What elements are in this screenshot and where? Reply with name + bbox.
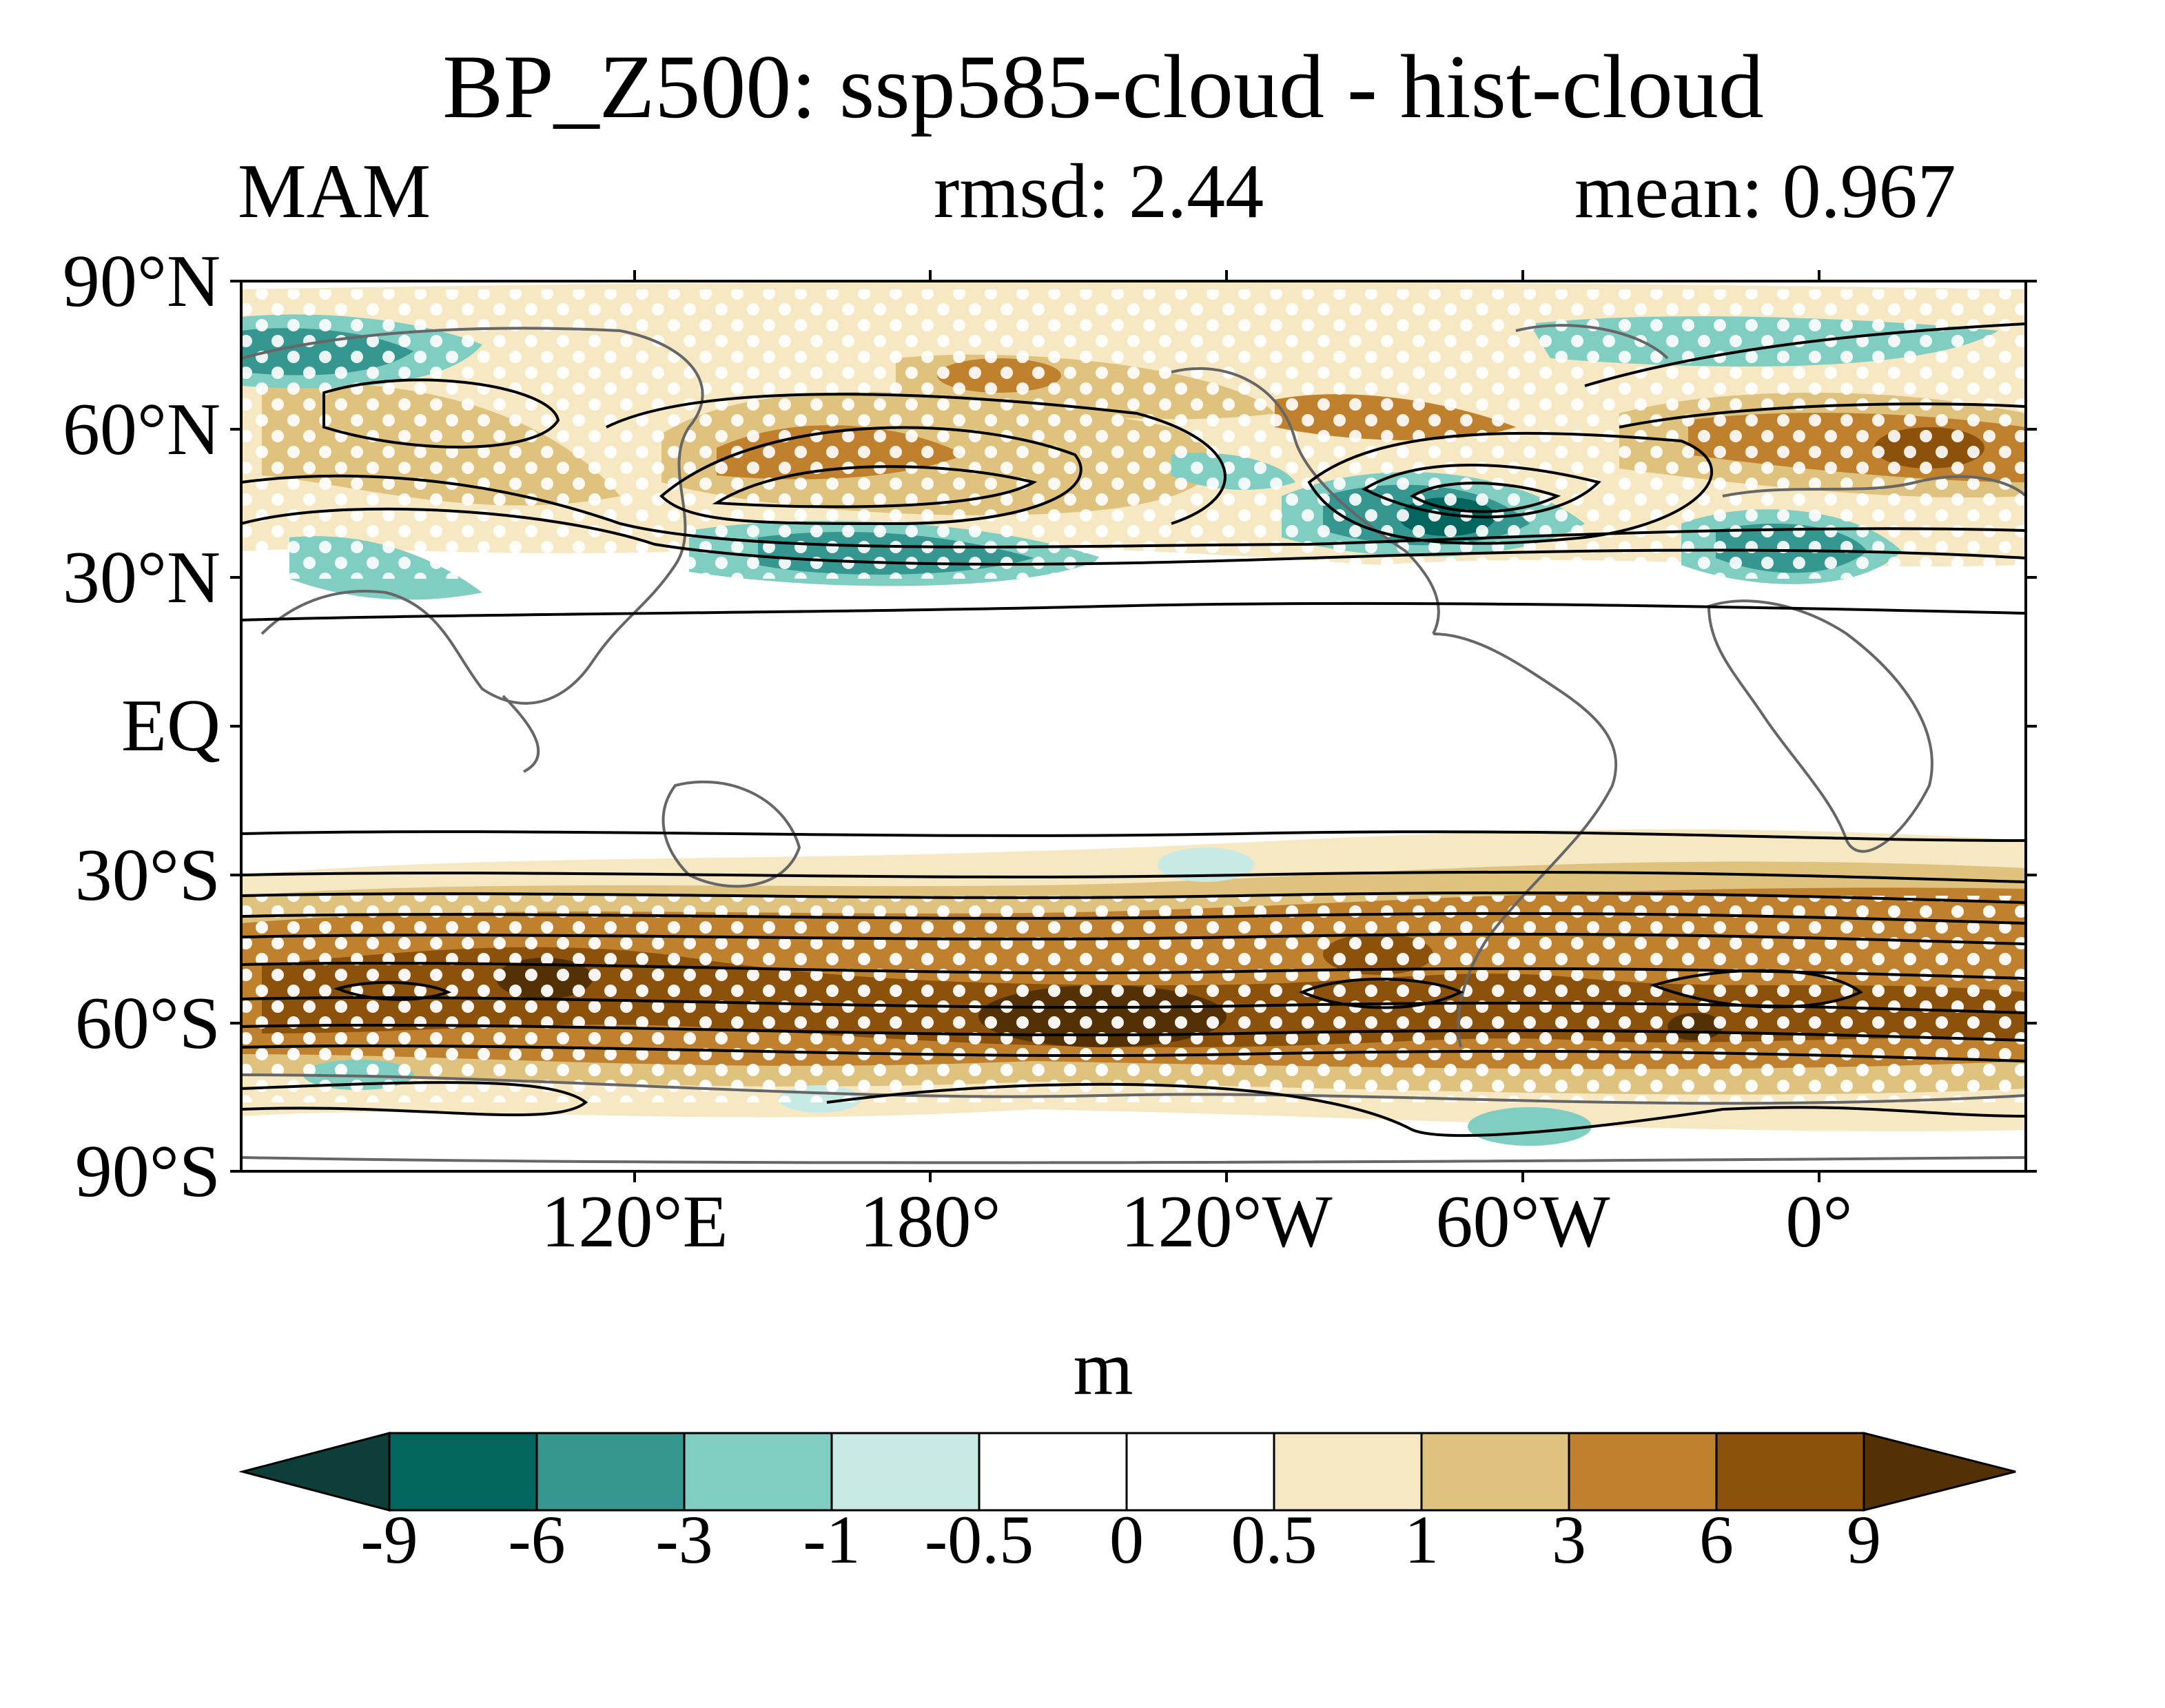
- lon-label-60w: 60°W: [1435, 1181, 1610, 1263]
- colorbar-box: [1125, 1432, 1275, 1512]
- colorbar-label: -9: [360, 1501, 418, 1578]
- colorbar-label: 0.5: [1231, 1501, 1317, 1578]
- colorbar-label: -0.5: [924, 1501, 1034, 1578]
- season-label: MAM: [238, 149, 431, 234]
- lon-label-180: 180°: [859, 1181, 1001, 1263]
- mean-label: mean: 0.967: [1574, 149, 1956, 234]
- rmsd-label: rmsd: 2.44: [934, 149, 1264, 234]
- colorbar-label: -1: [803, 1501, 861, 1578]
- colorbar-box: [1273, 1432, 1423, 1512]
- colorbar-label: -3: [655, 1501, 713, 1578]
- colorbar-box: [1715, 1432, 1865, 1512]
- lat-label-90s: 90°S: [74, 1131, 220, 1213]
- colorbar-label: 1: [1404, 1501, 1439, 1578]
- colorbar-label: 0: [1109, 1501, 1144, 1578]
- figure-title: BP_Z500: ssp585-cloud - hist-cloud: [442, 36, 1764, 137]
- colorbar-label: 9: [1847, 1501, 1881, 1578]
- lon-label-120w: 120°W: [1120, 1181, 1333, 1263]
- colorbar-extend-high: [1863, 1432, 2016, 1512]
- map-area: [241, 281, 2026, 1171]
- lat-label-90n: 90°N: [62, 240, 220, 322]
- colorbar-units: m: [1073, 1326, 1133, 1411]
- colorbar-label: 6: [1699, 1501, 1734, 1578]
- colorbar-box: [388, 1432, 538, 1512]
- colorbar-box: [1420, 1432, 1570, 1512]
- lat-label-eq: EQ: [121, 685, 220, 767]
- colorbar-box: [978, 1432, 1128, 1512]
- colorbar-box: [1568, 1432, 1718, 1512]
- lat-label-60s: 60°S: [74, 982, 220, 1064]
- colorbar-box: [830, 1432, 981, 1512]
- lon-label-0: 0°: [1785, 1181, 1853, 1263]
- lat-label-30s: 30°S: [74, 834, 220, 916]
- map-frame: [230, 270, 2037, 1182]
- lat-label-60n: 60°N: [62, 389, 220, 471]
- colorbar-box: [683, 1432, 833, 1512]
- lon-label-120e: 120°E: [541, 1181, 728, 1263]
- colorbar: [238, 1432, 2016, 1512]
- colorbar-extend-low: [238, 1432, 391, 1512]
- climatology-contours: [241, 322, 2026, 1138]
- colorbar-box: [535, 1432, 686, 1512]
- colorbar-label: -6: [508, 1501, 566, 1578]
- coastlines: [241, 324, 2026, 1164]
- colorbar-label: 3: [1552, 1501, 1586, 1578]
- lat-label-30n: 30°N: [62, 537, 220, 619]
